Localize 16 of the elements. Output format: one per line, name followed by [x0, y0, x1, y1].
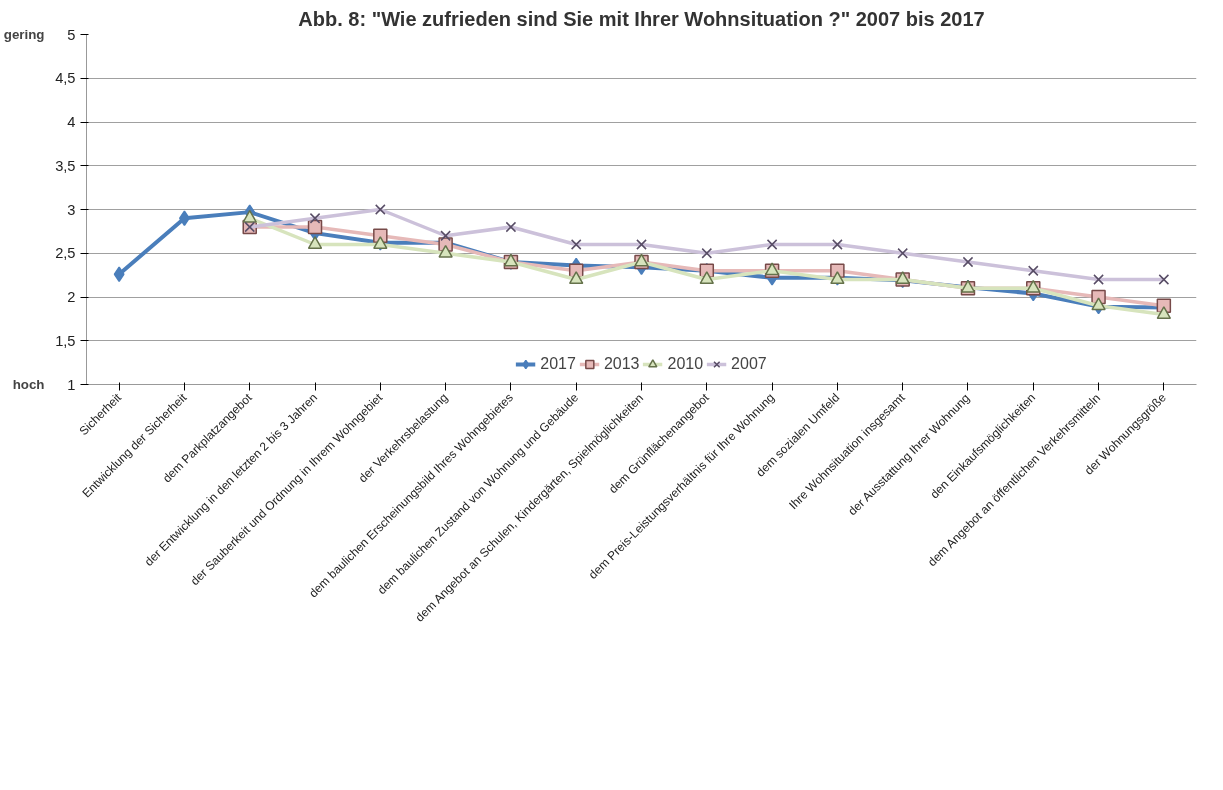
- y-tick-label: 3,5: [55, 157, 76, 174]
- legend-label: 2007: [731, 355, 767, 373]
- y-tick-label: 1,5: [55, 332, 76, 349]
- legend-label: 2013: [603, 355, 640, 373]
- y-tick-label: 1: [67, 376, 76, 393]
- y-tick-label: 2,5: [55, 245, 76, 262]
- y-tick-label: 2: [67, 289, 76, 305]
- y-tick-label: 3: [67, 201, 76, 218]
- y-tick-label: 4,5: [55, 70, 76, 87]
- y-tick-label: 5: [67, 26, 76, 43]
- chart-title: Abb. 8: "Wie zufrieden sind Sie mit Ihrer Wohnsituation ?" 2007 bis 2017: [298, 7, 985, 30]
- legend-label: 2010: [667, 355, 704, 373]
- text: hoch: [12, 377, 45, 392]
- legend-label: 2017: [540, 355, 576, 373]
- y-tick-label: 4: [67, 114, 76, 130]
- text: gering: [3, 27, 45, 42]
